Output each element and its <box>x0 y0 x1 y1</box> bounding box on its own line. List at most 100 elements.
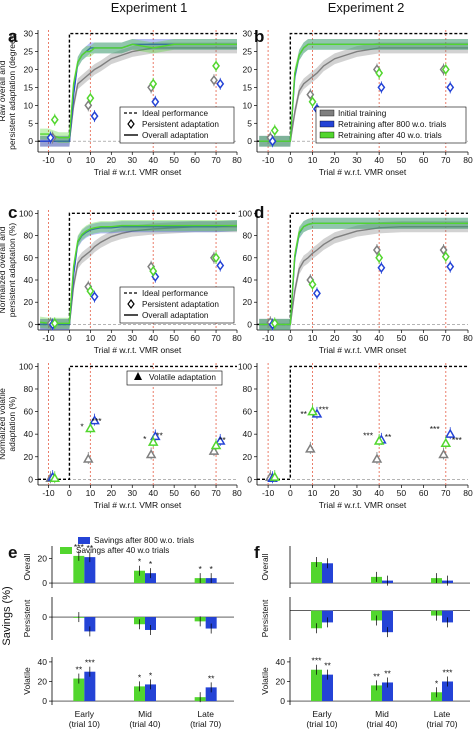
x-tick-label: 20 <box>107 155 117 165</box>
legend-swatch-retrain800 <box>319 120 335 128</box>
series-band-initial <box>259 221 468 330</box>
y-axis-label: Raw overall and <box>0 60 7 121</box>
bar-significance: ** <box>384 668 391 678</box>
persistent-marker-retrain800 <box>313 288 321 299</box>
volatile-marker-initial <box>371 453 383 463</box>
bar-retrain800 <box>382 682 393 702</box>
x-tick-label: 60 <box>190 333 200 343</box>
series-line-retrain40 <box>40 43 237 139</box>
bar-retrain40 <box>134 570 145 584</box>
y-tick-label: 100 <box>19 361 33 371</box>
legend-entry: Persistent adaptation <box>142 120 219 129</box>
x-tick-label: -10 <box>262 333 275 343</box>
legend-entry: Retraining after 40 w.o. trials <box>338 131 442 140</box>
legend-entry: Overall adaptation <box>142 131 209 140</box>
bar-retrain40 <box>311 562 322 584</box>
bar-significance: * <box>138 672 142 682</box>
y-tick-label: 10 <box>24 100 34 110</box>
row-label: Persistent <box>22 599 32 637</box>
legend-entry: Persistent adaptation <box>142 300 219 309</box>
significance-stars: *** <box>452 435 463 445</box>
y-tick-label: 20 <box>24 64 34 74</box>
persistent-marker-retrain800 <box>216 260 225 271</box>
bar-retrain800 <box>145 617 156 630</box>
category-label: Late <box>434 709 451 719</box>
x-tick-label: -10 <box>42 488 55 498</box>
y-tick-label: 100 <box>238 361 252 371</box>
volatile-marker-retrain40 <box>440 437 452 447</box>
persistent-marker-retrain40 <box>270 125 279 136</box>
bar-significance: * <box>138 557 142 567</box>
persistent-marker-retrain800 <box>377 82 386 93</box>
x-tick-label: 30 <box>352 333 362 343</box>
panel-label-b: b <box>254 27 264 46</box>
y-tick-label: 60 <box>243 407 253 417</box>
significance-stars: ** <box>219 435 226 445</box>
x-tick-label: 30 <box>128 333 138 343</box>
bar-row-volatile <box>287 657 470 705</box>
x-tick-label: 40 <box>374 333 384 343</box>
volatile-marker-initial <box>145 448 157 459</box>
x-tick-label: 30 <box>128 488 138 498</box>
x-tick-label: 70 <box>211 333 221 343</box>
x-tick-label: 30 <box>352 488 362 498</box>
persistent-marker-retrain40 <box>375 252 384 264</box>
row-label: Persistent <box>260 599 270 637</box>
volatile-marker-retrain40 <box>269 471 281 481</box>
bar-significance: *** <box>74 542 85 552</box>
category-label: Mid <box>375 709 389 719</box>
series-band-initial <box>40 42 237 147</box>
category-label: (trial 10) <box>306 719 337 729</box>
panel-d <box>254 210 469 333</box>
persistent-marker-retrain40 <box>270 318 279 329</box>
bar-retrain40 <box>73 555 85 584</box>
y-tick-label: 0 <box>42 578 47 588</box>
x-tick-label: 0 <box>288 155 293 165</box>
legend-swatch-initial <box>319 109 335 117</box>
bar-retrain800 <box>322 610 333 623</box>
y-axis-label: persistent adaptation (%) <box>7 223 17 318</box>
persistent-marker-initial <box>372 244 381 256</box>
row-label: Overall <box>22 553 32 580</box>
legend-box <box>119 106 235 144</box>
x-tick-label: -10 <box>42 155 55 165</box>
bar-significance: * <box>199 564 203 574</box>
x-axis-label: Trial # w.r.t. VMR onset <box>94 500 182 510</box>
x-tick-label: 50 <box>169 155 179 165</box>
x-tick-label: 10 <box>308 155 318 165</box>
legend-entry: Overall adaptation <box>142 311 209 320</box>
legend-entry: Ideal performance <box>142 109 208 118</box>
panel-label-f: f <box>254 543 260 562</box>
volatile-marker-initial <box>438 448 449 459</box>
panel-c-volatile <box>35 363 238 488</box>
persistent-marker-retrain40 <box>149 265 158 277</box>
bar-significance: ** <box>208 673 215 683</box>
y-tick-label: 100 <box>238 208 252 218</box>
bar-retrain800 <box>442 681 453 702</box>
significance-stars: *** <box>363 431 374 441</box>
panel-label-a: a <box>8 27 18 46</box>
bar-retrain40 <box>371 685 382 702</box>
bar-retrain800 <box>442 610 453 623</box>
x-tick-label: 50 <box>397 155 407 165</box>
significance-stars: *** <box>319 405 330 415</box>
y-tick-label: 40 <box>38 657 48 667</box>
category-label: (trial 10) <box>69 719 100 729</box>
bar-significance: * <box>149 559 153 569</box>
y-axis-label: persistent adaptation (degrees) <box>7 32 17 150</box>
category-label: (trial 70) <box>426 719 457 729</box>
x-tick-label: 80 <box>232 488 242 498</box>
y-axis-label: adaptation (%) <box>7 396 17 451</box>
volatile-marker-retrain40 <box>373 435 385 445</box>
y-tick-label: 20 <box>243 452 253 462</box>
y-tick-label: 5 <box>247 118 252 128</box>
y-tick-label: 80 <box>24 384 34 394</box>
legend-entry: Retraining after 800 w.o. trials <box>338 120 446 129</box>
x-tick-label: 80 <box>232 155 242 165</box>
bar-significance: ** <box>76 665 83 675</box>
y-tick-label: 80 <box>24 231 34 241</box>
bar-retrain40 <box>311 669 322 702</box>
persistent-marker-retrain800 <box>90 291 99 302</box>
y-tick-label: 0 <box>42 612 47 622</box>
panel-a <box>35 30 238 155</box>
